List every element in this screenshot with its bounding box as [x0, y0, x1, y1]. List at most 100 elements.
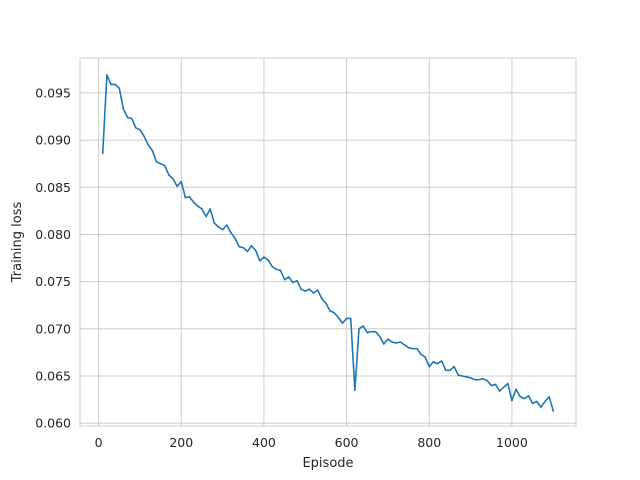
x-tick-label: 800	[417, 435, 441, 450]
data-point	[184, 196, 187, 199]
x-tick-label: 200	[169, 435, 193, 450]
data-point	[106, 74, 108, 76]
data-point	[197, 205, 199, 207]
data-point	[403, 344, 406, 346]
data-point	[254, 249, 257, 252]
data-point	[292, 281, 294, 284]
data-point	[234, 237, 236, 240]
data-point	[370, 330, 373, 333]
data-point	[478, 378, 480, 381]
data-point	[139, 128, 141, 131]
data-point	[399, 341, 402, 343]
plot-frame	[80, 58, 576, 426]
data-point	[349, 317, 352, 320]
plot-area	[79, 57, 577, 427]
data-point	[511, 399, 513, 402]
data-point	[552, 410, 555, 412]
data-point	[432, 361, 435, 363]
data-point	[540, 406, 542, 408]
y-tick-label: 0.085	[35, 180, 71, 195]
data-point	[374, 330, 377, 333]
data-point	[527, 395, 530, 397]
data-point	[230, 231, 232, 234]
data-point	[130, 117, 133, 120]
data-point	[221, 228, 224, 231]
data-point	[465, 376, 468, 378]
data-point	[515, 388, 517, 391]
data-point	[383, 343, 385, 345]
data-point	[163, 164, 166, 167]
data-point	[135, 127, 137, 129]
data-point	[312, 292, 315, 294]
data-point	[544, 400, 546, 403]
data-point	[387, 338, 389, 340]
data-point	[395, 342, 398, 344]
data-point	[147, 144, 149, 146]
x-tick-label: 400	[252, 435, 276, 450]
data-point	[531, 402, 534, 405]
y-tick-label: 0.070	[35, 321, 71, 336]
data-point	[259, 260, 261, 262]
data-point	[279, 269, 282, 272]
data-point	[122, 108, 125, 110]
data-point	[449, 369, 451, 372]
data-point	[461, 375, 464, 377]
data-point	[420, 353, 422, 356]
data-point	[507, 382, 509, 385]
data-point	[143, 135, 145, 138]
data-point	[473, 378, 476, 381]
data-point	[283, 278, 286, 281]
data-point	[296, 279, 298, 282]
data-point	[205, 215, 207, 218]
data-point	[308, 288, 311, 290]
data-point	[333, 311, 336, 314]
data-point	[345, 317, 348, 320]
data-point	[213, 222, 216, 224]
data-point	[246, 250, 249, 253]
data-point	[440, 360, 443, 362]
data-point	[304, 290, 307, 292]
data-point	[457, 374, 460, 376]
data-point	[535, 400, 538, 403]
y-axis-ticks: 0.060 0.065 0.070 0.075 0.080 0.085 0.090 0.095	[35, 85, 71, 430]
data-point	[424, 356, 426, 358]
data-point	[238, 245, 240, 248]
data-point	[486, 379, 488, 382]
data-point	[354, 389, 356, 391]
data-point	[416, 347, 418, 350]
data-point	[502, 386, 505, 389]
data-point	[436, 362, 439, 365]
data-point	[126, 116, 129, 119]
data-point	[498, 390, 501, 392]
data-point	[445, 369, 447, 372]
data-point	[391, 341, 393, 343]
plot-border	[79, 57, 577, 427]
data-point	[267, 259, 269, 261]
data-point	[469, 377, 472, 379]
data-point	[201, 208, 203, 210]
data-point	[114, 83, 116, 86]
data-point	[321, 297, 323, 300]
data-point	[453, 365, 455, 368]
y-tick-label: 0.095	[35, 85, 71, 100]
data-point	[428, 365, 431, 368]
data-point	[523, 397, 526, 400]
data-point	[242, 246, 245, 249]
y-tick-label: 0.060	[35, 416, 71, 431]
y-tick-label: 0.090	[35, 133, 71, 148]
data-point	[118, 87, 121, 89]
data-point	[155, 160, 158, 163]
data-point	[263, 256, 265, 258]
data-point	[159, 162, 162, 165]
data-point	[490, 384, 493, 387]
y-axis-label: Training loss	[10, 202, 25, 284]
y-tick-label: 0.080	[35, 227, 71, 242]
data-point	[366, 331, 369, 334]
data-point	[482, 378, 484, 380]
data-point	[110, 83, 112, 86]
data-point	[337, 316, 340, 319]
data-point	[494, 383, 497, 386]
data-point	[172, 177, 174, 180]
data-point	[176, 185, 178, 188]
